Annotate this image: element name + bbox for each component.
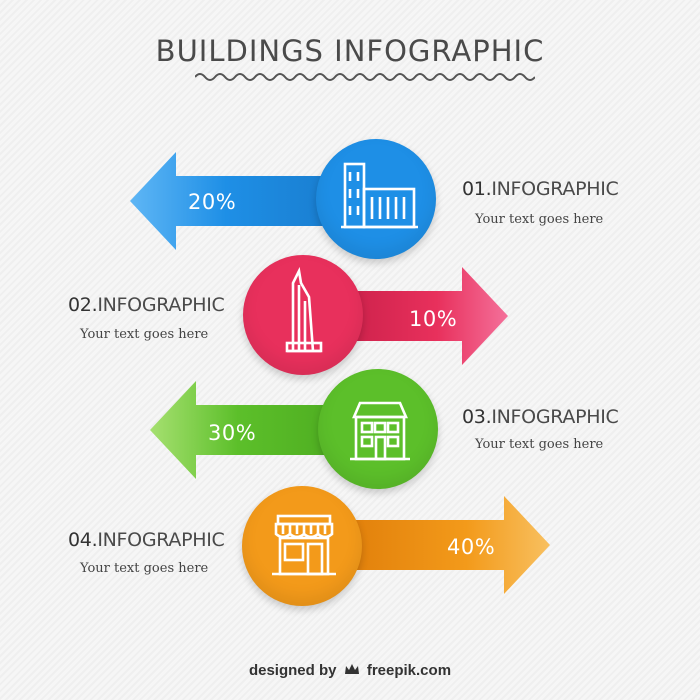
item-heading-4: 04.INFOGRAPHIC [68,529,225,551]
item-heading-3: 03.INFOGRAPHIC [462,406,619,428]
arrow-right-2 [330,267,508,365]
item-subtitle-1: Your text goes here [475,212,604,227]
item-subtitle-3: Your text goes here [475,437,604,452]
office-buildings-icon [341,162,418,229]
circle-3 [318,369,438,489]
footer-designed-by: designed by [248,662,337,679]
percent-label-4: 40% [447,535,496,559]
circle-1 [316,139,436,259]
page-title: BUILDINGS INFOGRAPHIC [155,34,545,68]
percent-label-3: 30% [208,421,257,445]
footer-credit: designed by freepik.com [0,662,700,679]
arrow-left-1 [130,152,370,250]
percent-label-2: 10% [409,307,458,331]
item-subtitle-2: Your text goes here [80,327,209,342]
circle-2 [243,255,363,375]
skyscraper-icon [285,266,323,353]
footer-brand-link[interactable]: freepik.com [366,662,452,679]
arrow-left-3 [150,381,370,479]
title-wave-divider [195,73,535,81]
arrow-right-4 [340,496,550,594]
item-subtitle-4: Your text goes here [80,561,209,576]
item-heading-2: 02.INFOGRAPHIC [68,294,225,316]
percent-label-1: 20% [188,190,237,214]
house-icon [350,401,410,461]
shop-icon [272,514,336,576]
circle-4 [242,486,362,606]
item-heading-1: 01.INFOGRAPHIC [462,178,619,200]
freepik-logo-icon [344,664,359,674]
